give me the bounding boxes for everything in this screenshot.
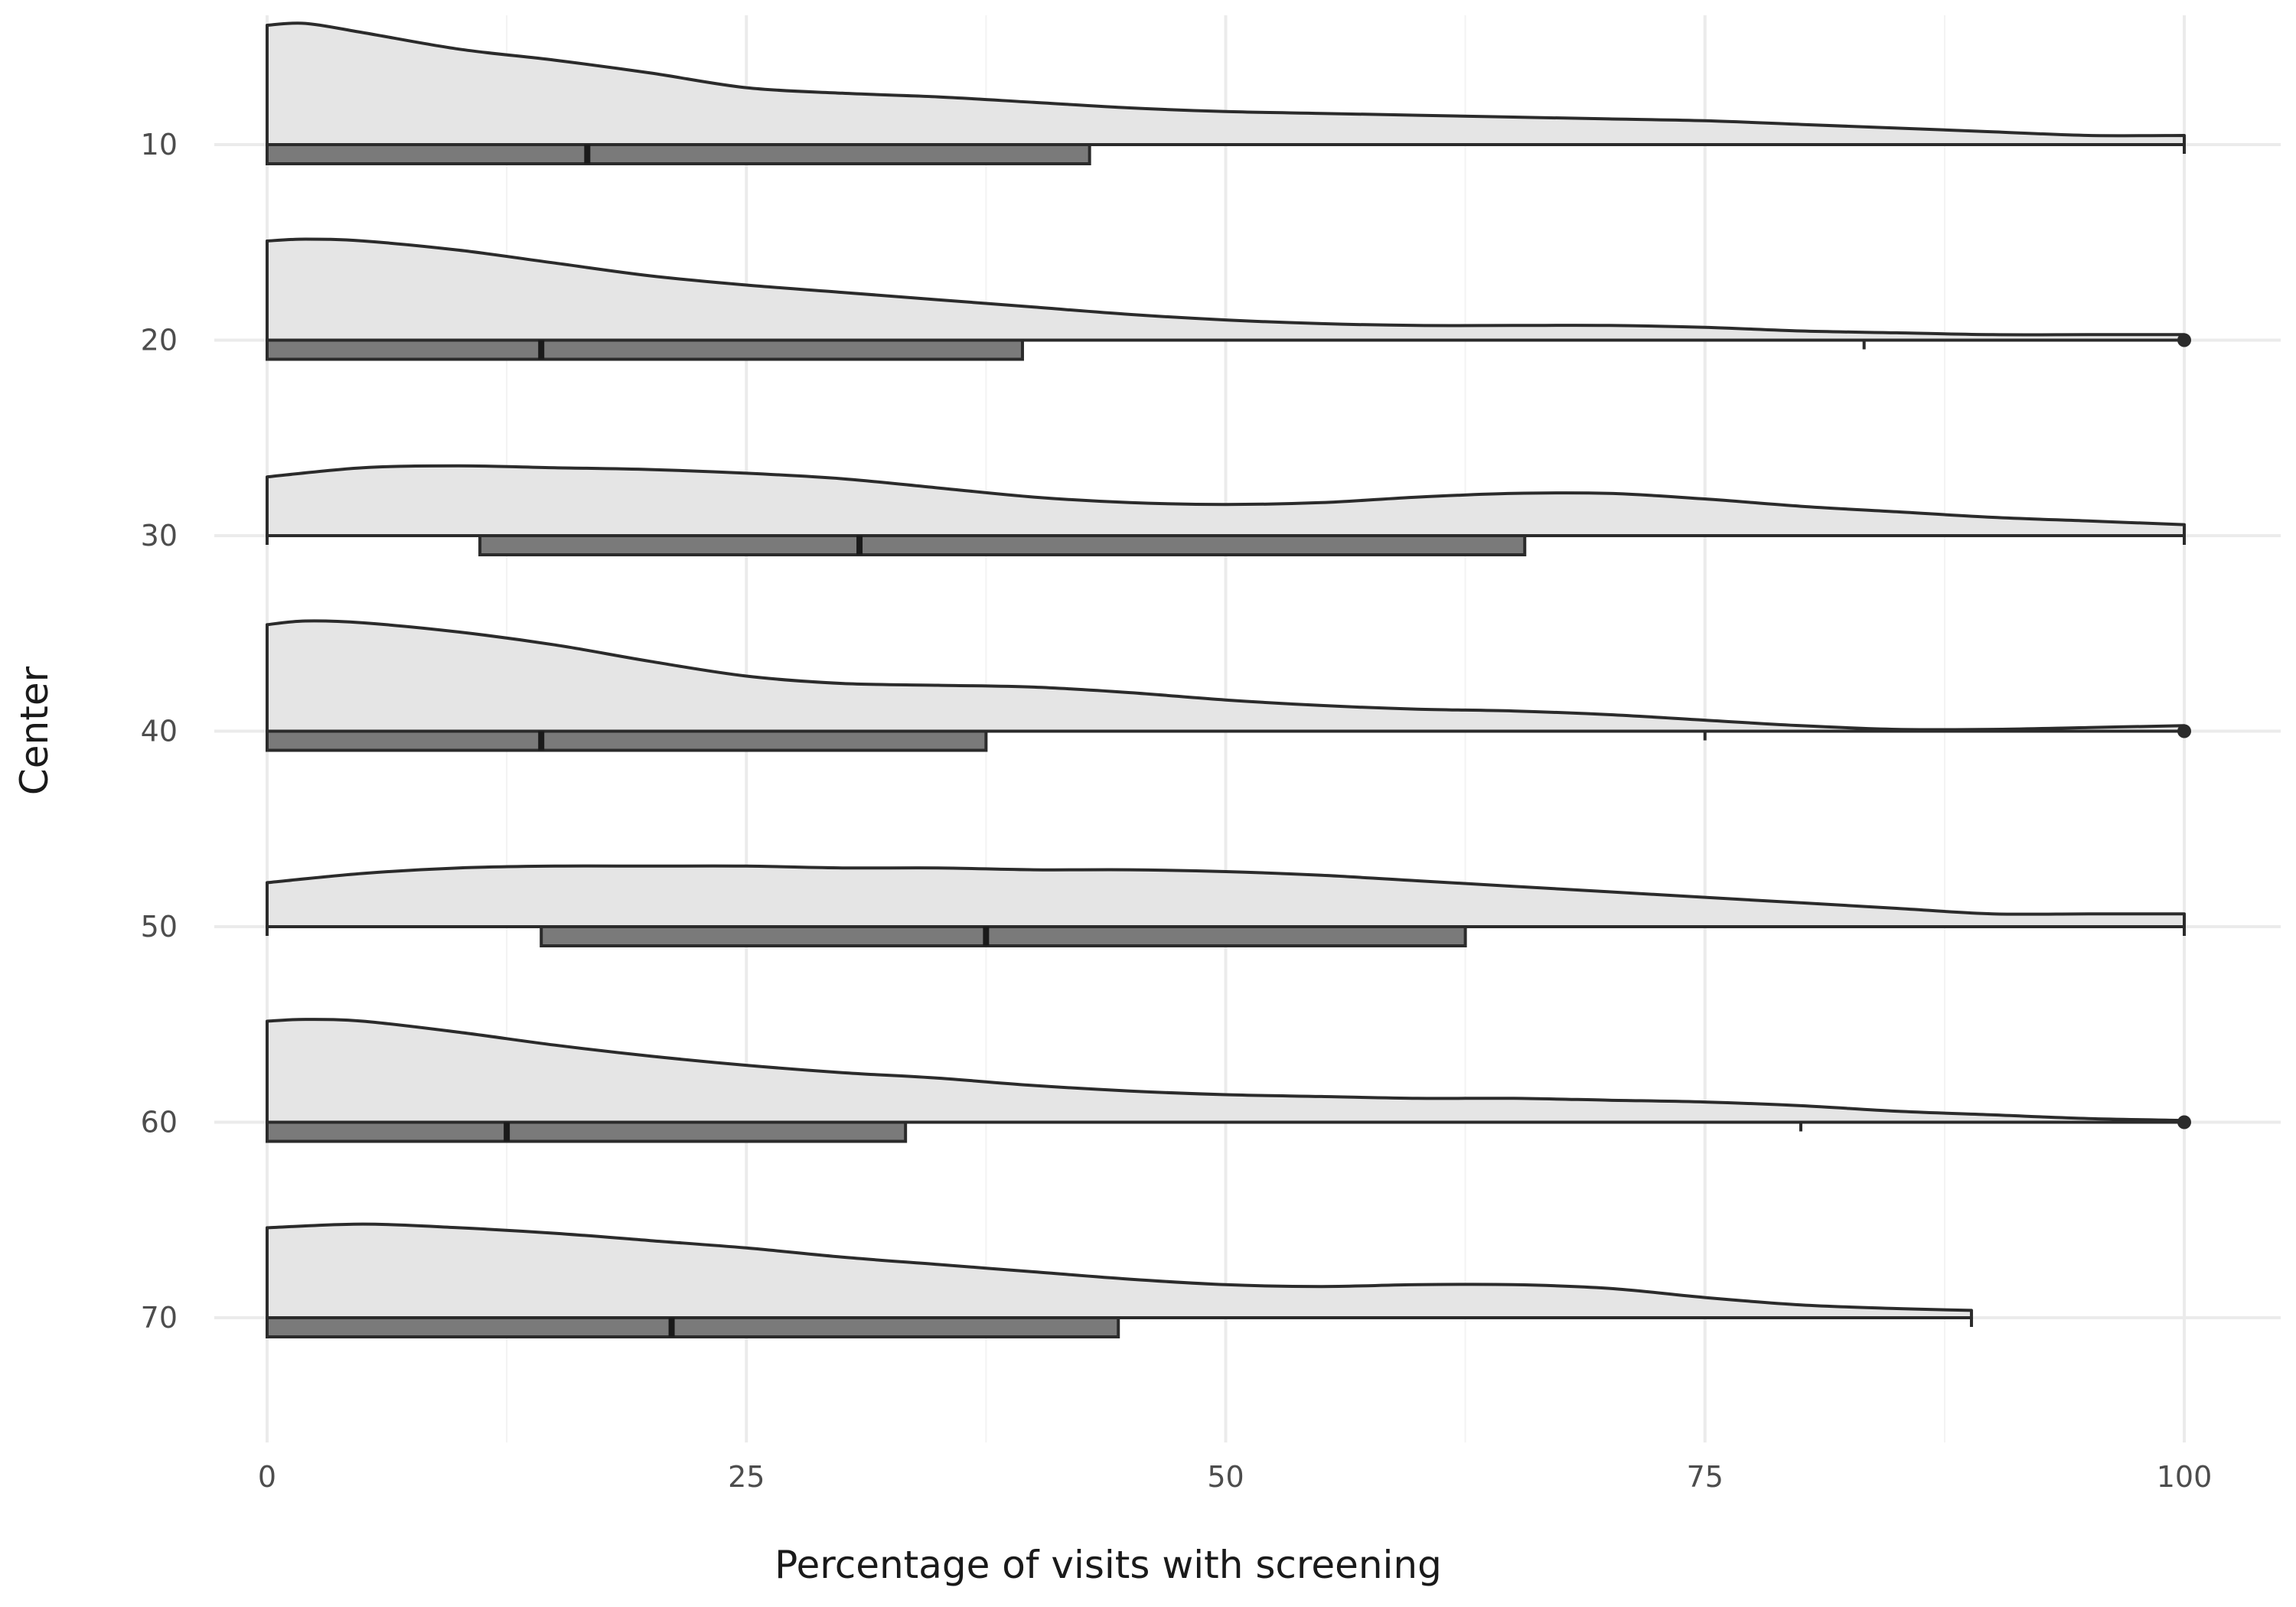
y-tick-label: 20 (141, 324, 178, 357)
density-curve (266, 21, 2186, 146)
density-curve (266, 619, 2186, 733)
center-10-group (266, 21, 2186, 165)
density-curve (266, 464, 2186, 537)
y-tick-label: 50 (141, 910, 178, 944)
y-tick-label: 10 (141, 128, 178, 161)
x-tick-label: 100 (2157, 1460, 2213, 1494)
iqr-box (266, 338, 1024, 361)
center-20-group (266, 237, 2191, 361)
iqr-box (540, 925, 1467, 947)
outlier-point (2177, 333, 2191, 347)
center-70-group (266, 1222, 1973, 1338)
outlier-point (2177, 724, 2191, 738)
iqr-box (266, 1120, 908, 1143)
iqr-box (266, 1316, 1120, 1338)
outlier-point (2177, 1115, 2191, 1129)
x-tick-label: 0 (258, 1460, 276, 1494)
density-curve (266, 1222, 1973, 1319)
x-tick-label: 50 (1207, 1460, 1244, 1494)
iqr-box (266, 729, 988, 752)
center-60-group (266, 1018, 2191, 1143)
y-tick-label: 40 (141, 715, 178, 748)
density-curve (266, 1018, 2186, 1124)
x-axis-title: Percentage of visits with screening (775, 1543, 1442, 1587)
series-layer (266, 21, 2191, 1338)
center-40-group (266, 619, 2191, 752)
density-curve (266, 864, 2186, 928)
y-tick-label: 60 (141, 1106, 178, 1139)
x-axis-ticks: 0 25 50 75 100 (258, 1460, 2212, 1494)
density-curve (266, 237, 2186, 342)
y-axis-title: Center (12, 666, 57, 795)
center-50-group (266, 864, 2186, 947)
x-tick-label: 75 (1687, 1460, 1724, 1494)
center-30-group (266, 464, 2186, 556)
iqr-box (266, 143, 1091, 165)
y-tick-label: 70 (141, 1301, 178, 1335)
iqr-box (478, 534, 1527, 556)
y-tick-label: 30 (141, 519, 178, 553)
y-axis-ticks: 10 20 30 40 50 60 70 (141, 128, 178, 1335)
x-tick-label: 25 (728, 1460, 765, 1494)
